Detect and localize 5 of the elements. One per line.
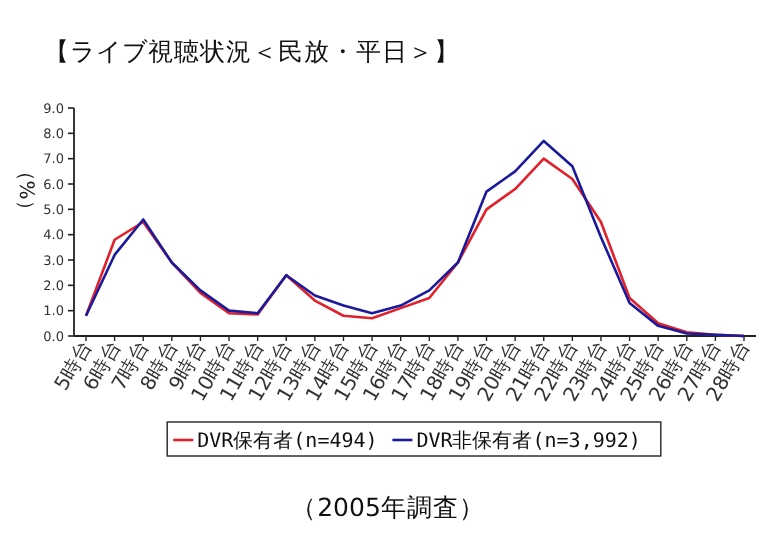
y-axis-title: （%）: [14, 160, 36, 220]
text: （2005年調査）: [291, 492, 485, 522]
legend-label: DVR保有者(n=494): [197, 429, 378, 453]
legend-label: DVR非保有者(n=3,992): [416, 429, 641, 453]
chart-title: 【ライブ視聴状況＜民放・平日＞】: [44, 36, 460, 66]
